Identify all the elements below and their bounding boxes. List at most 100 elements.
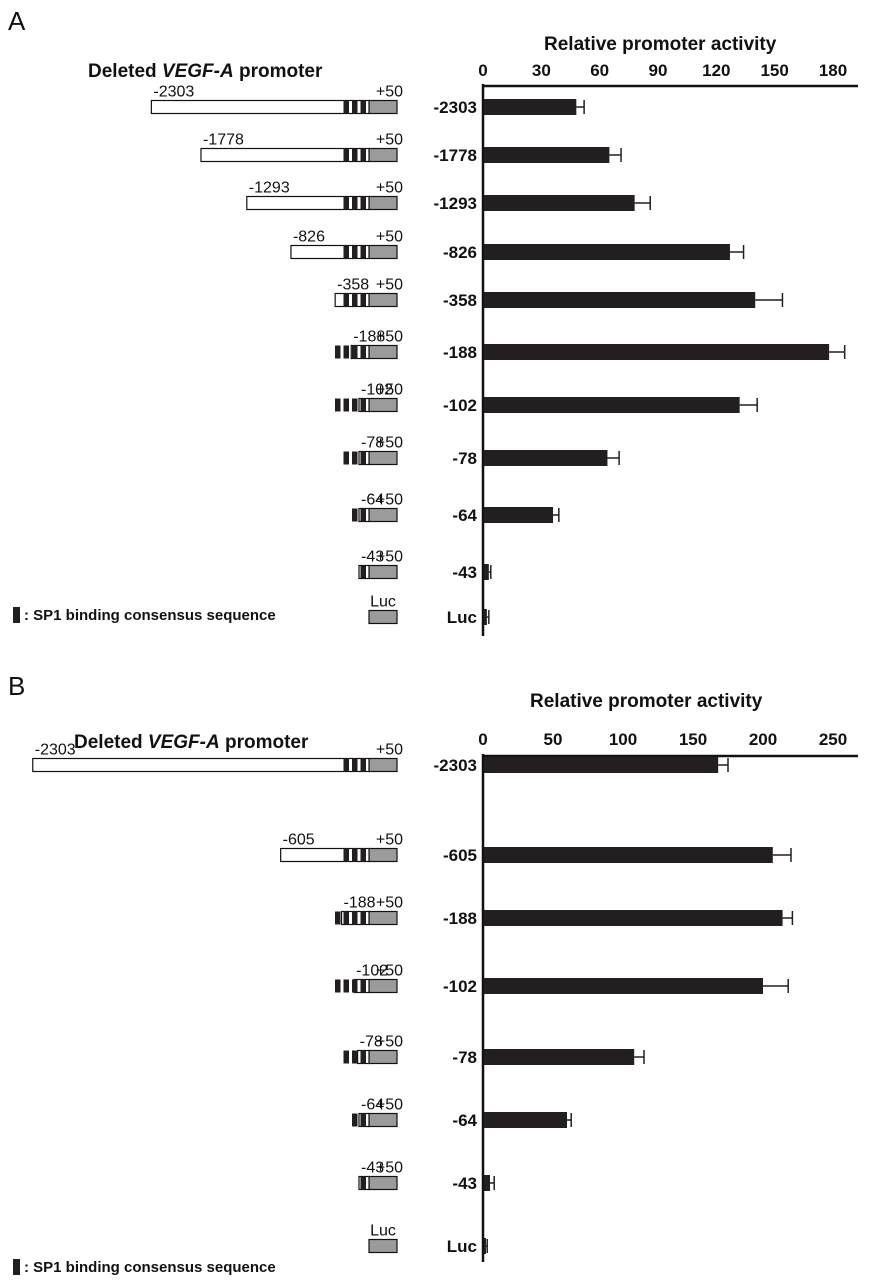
panel-b-sp1-block-3-0 [335,979,341,993]
panel-a-bar-10 [484,609,487,625]
panel-b-legend: : SP1 binding consensus sequence [24,1259,276,1276]
panel-b-sp1-block-6-0 [360,1176,366,1190]
panel-b-bar-4 [484,1049,635,1065]
panel-a-legend: : SP1 binding consensus sequence [24,607,276,624]
panel-a-luc-box-10 [368,609,398,625]
panel-b-row-label-6: -43 [452,1174,477,1193]
panel-b-sp1-block-2-1 [343,911,349,925]
panel-a-sp1-block-7-0 [343,451,349,465]
panel-b-sp1-block-4-1 [352,1050,358,1064]
panel-a-luc-box-1 [368,147,398,163]
panel-b-construct-end-2: +50 [376,895,403,912]
panel-b-bar-6 [484,1175,490,1191]
panel-a-bar-4 [484,292,756,308]
panel-a-sp1-block-7-1 [352,451,358,465]
panel-b-construct-end-4: +50 [376,1034,403,1051]
panel-a-bar-9 [484,564,489,580]
panel-a-tick-label-3: 90 [649,61,668,80]
panel-a-tick-label-1: 30 [532,61,551,80]
panel-a-sp1-block-5-0 [335,345,341,359]
panel-b-tick-label-5: 250 [819,730,847,749]
panel-a-bar-8 [484,507,553,523]
panel-a-title-suffix: promoter [234,61,323,82]
panel-a-row-label-7: -78 [452,449,477,468]
panel-b-construct-end-6: +50 [376,1160,403,1177]
panel-a-sp1-block-3-0 [343,245,349,259]
panel-b-sp1-block-2-3 [360,911,366,925]
panel-b-construct-start-2: -188 [344,895,376,912]
panel-a-row-label-3: -826 [443,243,477,262]
panel-b-sp1-block-5-0 [352,1113,358,1127]
panel-b-construct-end-7: Luc [370,1223,396,1240]
panel-a-sp1-block-2-0 [343,196,349,210]
panel-b-row-label-0: -2303 [434,756,477,775]
panel-b-row-label-7: Luc [447,1237,477,1256]
panel-a-promoter-box-0 [150,99,370,115]
panel-b-sp1-block-1-0 [343,848,349,862]
panel-b-construct-end-0: +50 [376,742,403,759]
panel-b-row-label-3: -102 [443,977,477,996]
panel-a-sp1-block-0-2 [360,100,366,114]
panel-a-luc-box-9 [368,564,398,580]
panel-a-bar-0 [484,99,577,115]
panel-b-construct-start-3: -102 [356,963,388,980]
panel-a-row-label-6: -102 [443,396,477,415]
panel-b-title-gene: VEGF-A [148,732,220,753]
panel-b-sp1-block-3-1 [343,979,349,993]
panel-a-promoter-box-1 [200,147,370,163]
panel-a-row-label-9: -43 [452,563,477,582]
panel-a-bar-6 [484,397,740,413]
panel-a-construct-start-5: -188 [353,329,385,346]
panel-a-luc-box-3 [368,244,398,260]
panel-a-sp1-block-6-0 [335,398,341,412]
panel-b-sp1-block-5-1 [360,1113,366,1127]
panel-a-row-label-10: Luc [447,608,477,627]
panel-b-tick-label-4: 200 [749,730,777,749]
panel-a-construct-end-8: +50 [376,492,403,509]
panel-a-sp1-block-1-0 [343,148,349,162]
panel-a-row-label-2: -1293 [434,194,477,213]
panel-b-construct-start-0: -2303 [35,742,76,759]
panel-b-construct-start-1: -605 [283,832,315,849]
panel-a-sp1-block-4-0 [343,293,349,307]
panel-b-construct-start-6: -43 [361,1160,384,1177]
panel-b-sp1-block-2-0 [335,911,341,925]
panel-a-sp1-block-2-1 [352,196,358,210]
panel-b-bar-2 [484,910,783,926]
panel-a-sp1-block-6-3 [360,398,366,412]
panel-a-letter: A [8,6,26,36]
panel-a-sp1-block-0-1 [352,100,358,114]
panel-b-luc-box-0 [368,757,398,773]
panel-a-row-label-1: -1778 [434,146,477,165]
panel-a-construct-end-10: Luc [370,594,396,611]
panel-a-luc-box-0 [368,99,398,115]
panel-b-sp1-block-0-0 [343,758,349,772]
panel-a-sp1-block-4-1 [352,293,358,307]
panel-a-luc-box-6 [368,397,398,413]
panel-b-bar-1 [484,847,773,863]
panel-a-construct-end-0: +50 [376,84,403,101]
panel-a-marks: 0 30 60 90 120 150 180 -2303 -2303 +50 -1778 -1778 +… [13,61,858,636]
panel-a-bar-7 [484,450,608,466]
panel-a-sp1-block-2-2 [360,196,366,210]
panel-a-construct-start-4: -358 [337,277,369,294]
panel-b-row-label-4: -78 [452,1048,477,1067]
panel-b-sp1-block-1-1 [352,848,358,862]
panel-a-construct-start-7: -78 [361,435,384,452]
panel-b-luc-box-2 [368,910,398,926]
panel-a-sp1-block-9-0 [360,565,366,579]
panel-a-construct-start-8: -64 [361,492,384,509]
panel-b-sp1-block-4-0 [343,1050,349,1064]
panel-b-luc-box-4 [368,1049,398,1065]
panel-a-tick-label-5: 150 [760,61,788,80]
panel-a-sp1-block-8-1 [360,508,366,522]
panel-b-tick-label-3: 150 [679,730,707,749]
panel-a-sp1-block-4-2 [360,293,366,307]
panel-b-sp1-block-3-3 [360,979,366,993]
panel-a-tick-label-2: 60 [590,61,609,80]
panel-b-sp1-block-0-2 [360,758,366,772]
panel-a-axis-label: Relative promoter activity [544,34,777,55]
panel-b-luc-box-5 [368,1112,398,1128]
panel-b-bar-3 [484,978,763,994]
